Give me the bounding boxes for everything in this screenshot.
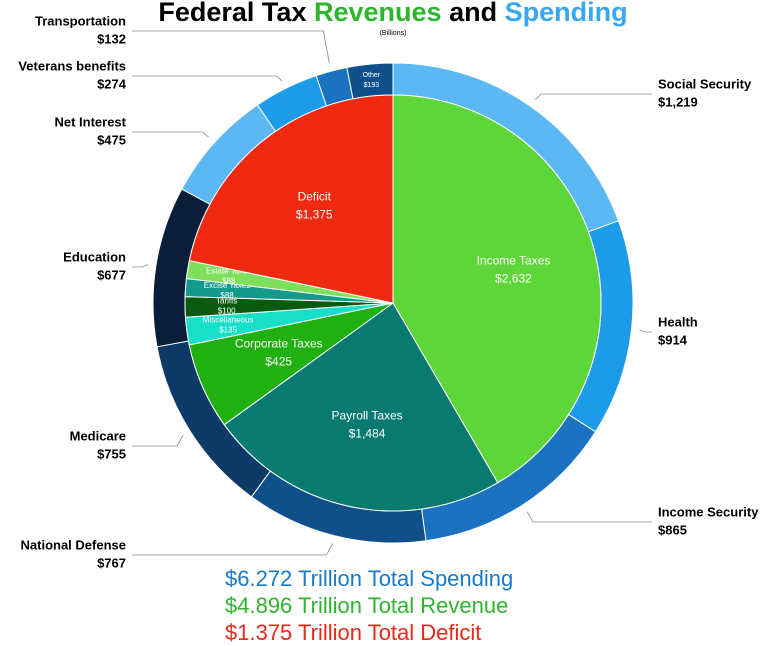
leader-line xyxy=(132,434,184,447)
revenue-value: $1,484 xyxy=(349,426,386,440)
spending-label: Net Interest xyxy=(54,114,126,129)
spending-value: $475 xyxy=(97,132,126,147)
spending-label: Income Security xyxy=(658,504,759,519)
revenue-wedge xyxy=(392,94,602,484)
leader-line xyxy=(132,264,149,268)
revenue-value: $1,375 xyxy=(296,207,333,221)
revenue-label: Excise Taxes xyxy=(204,281,251,290)
revenue-value: $88 xyxy=(222,276,236,285)
spending-label: Health xyxy=(658,314,698,329)
revenue-value: $100 xyxy=(218,306,236,315)
revenue-value: $88 xyxy=(220,291,234,300)
revenue-label: Tariffs xyxy=(216,296,237,305)
title-part: Revenues xyxy=(314,0,442,27)
leader-line xyxy=(132,30,330,64)
summary-line: $6.272 Trillion Total Spending xyxy=(225,566,513,591)
revenue-label: Miscellaneous xyxy=(203,316,254,325)
leader-line xyxy=(534,93,652,101)
spending-label: Medicare xyxy=(70,428,126,443)
spending-label: Education xyxy=(63,249,126,264)
spending-label: Transportation xyxy=(35,13,126,28)
revenue-value: $2,632 xyxy=(495,272,532,286)
spending-label: National Defense xyxy=(21,537,126,552)
leader-line xyxy=(132,131,209,138)
spending-value: $193 xyxy=(364,82,380,89)
spending-value: $132 xyxy=(97,31,126,46)
revenue-wedge xyxy=(188,94,394,304)
spending-value: $914 xyxy=(658,332,688,347)
chart-title: Federal Tax Revenues and Spending xyxy=(158,0,627,27)
summary-line: $1.375 Trillion Total Deficit xyxy=(225,620,481,645)
title-part: and xyxy=(449,0,497,27)
revenue-label: Corporate Taxes xyxy=(235,336,323,350)
revenue-label: Estate Taxes xyxy=(206,266,252,275)
spending-value: $1,219 xyxy=(658,94,698,109)
revenue-label: Payroll Taxes xyxy=(332,408,403,422)
spending-label: Other xyxy=(363,72,381,79)
spending-value: $677 xyxy=(97,267,126,282)
title-part: Federal Tax xyxy=(158,0,306,27)
leader-line xyxy=(526,511,652,523)
spending-value: $274 xyxy=(97,76,127,91)
spending-value: $767 xyxy=(97,555,126,570)
revenue-wedge xyxy=(223,302,499,512)
spending-label: Social Security xyxy=(658,76,752,91)
chart-subtitle: (Billions) xyxy=(380,30,407,37)
leader-line xyxy=(132,543,333,556)
spending-value: $865 xyxy=(658,522,687,537)
leader-line xyxy=(639,329,652,333)
revenue-label: Deficit xyxy=(298,189,332,203)
leader-line xyxy=(132,75,283,82)
summary-line: $4.896 Trillion Total Revenue xyxy=(225,593,508,618)
revenue-value: $135 xyxy=(219,326,237,335)
spending-label: Veterans benefits xyxy=(18,58,126,73)
title-part: Spending xyxy=(505,0,628,27)
spending-value: $755 xyxy=(97,446,126,461)
revenue-value: $425 xyxy=(265,354,292,368)
revenue-label: Income Taxes xyxy=(477,254,551,268)
